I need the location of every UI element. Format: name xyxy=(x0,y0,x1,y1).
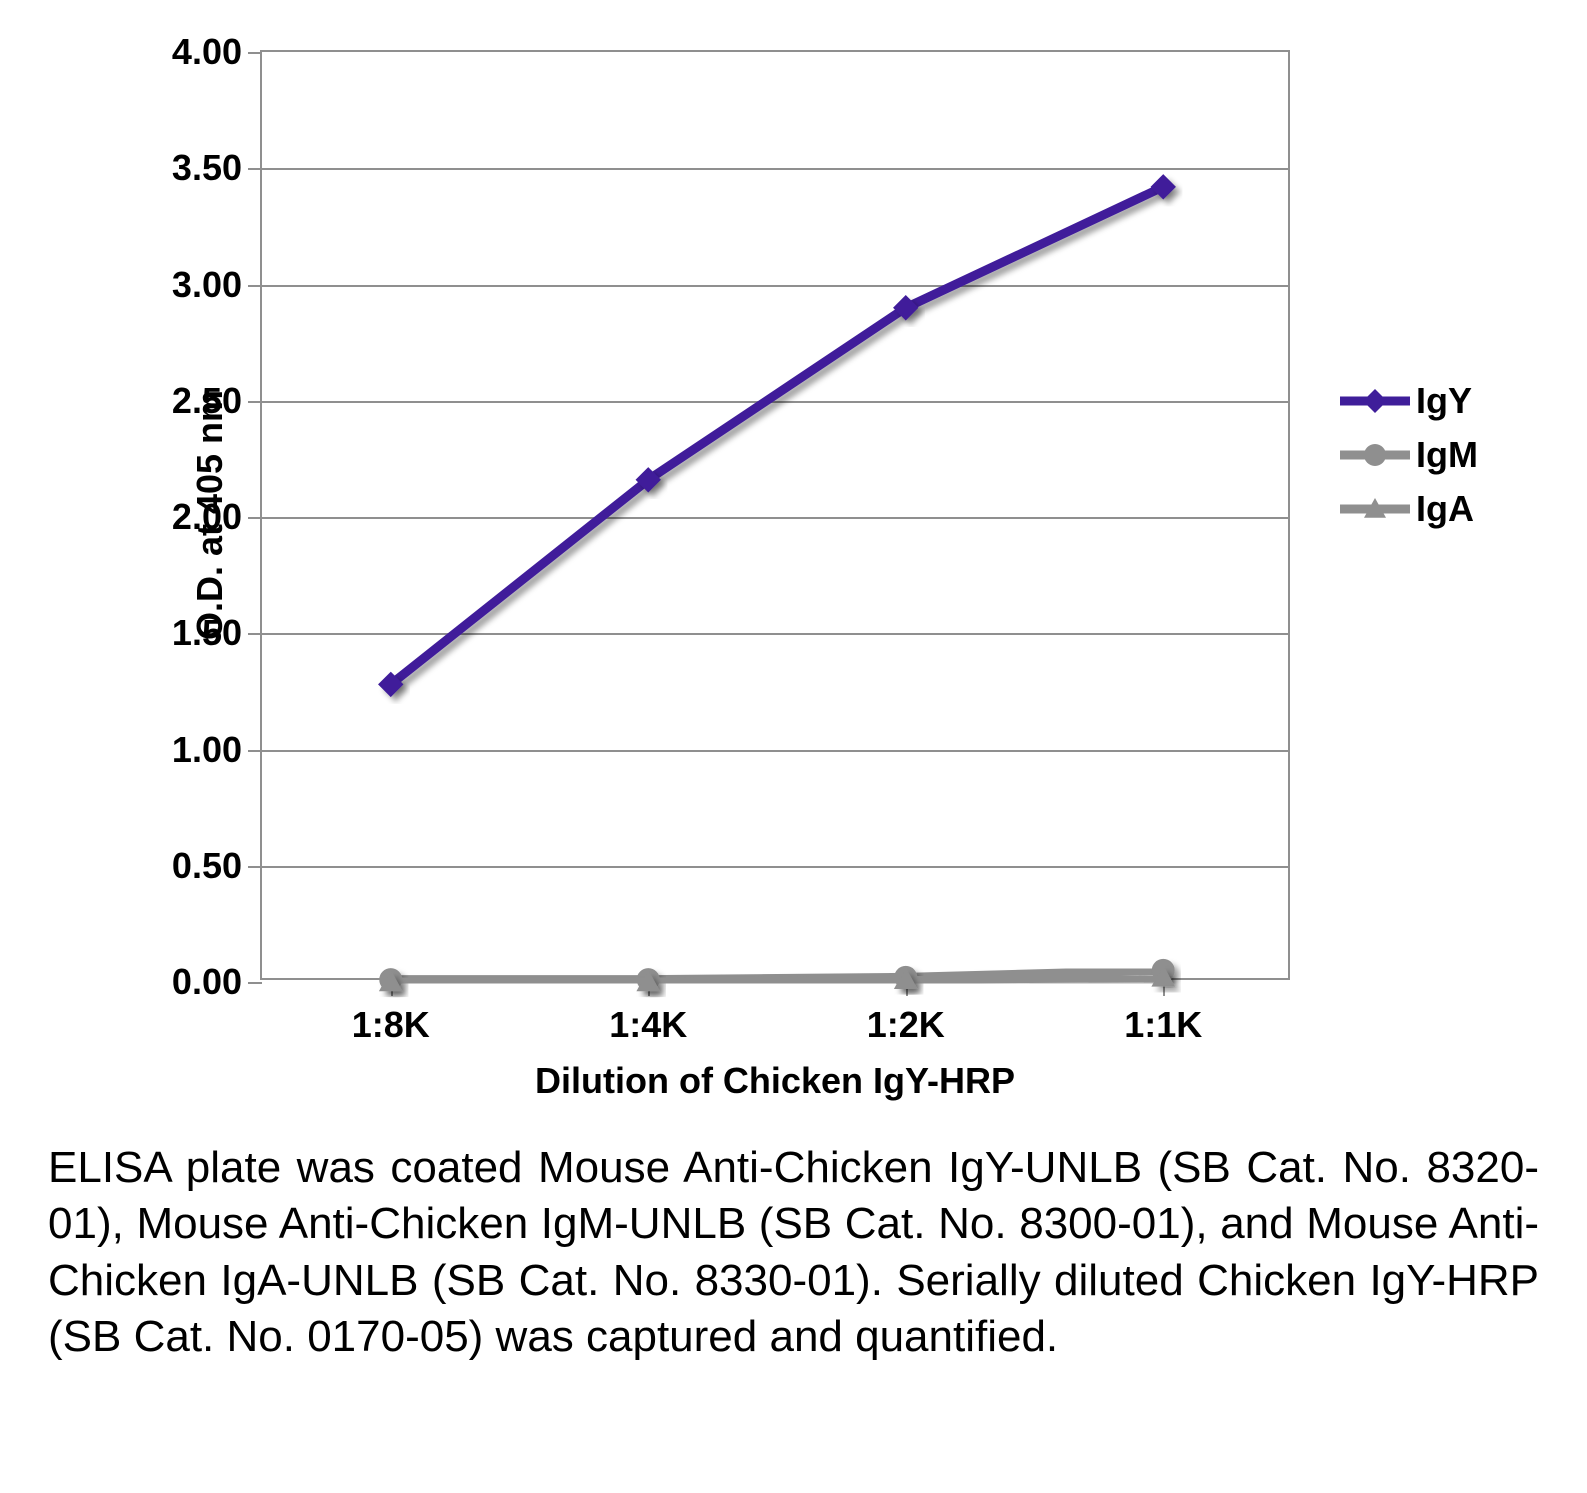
plot-area: 0.000.501.001.502.002.503.003.504.001:8K… xyxy=(262,52,1288,978)
chart: O.D. at 405 nm Dilution of Chicken IgY-H… xyxy=(40,30,1547,1110)
x-tick-label: 1:4K xyxy=(609,1004,687,1046)
x-tick-label: 1:8K xyxy=(352,1004,430,1046)
page: O.D. at 405 nm Dilution of Chicken IgY-H… xyxy=(0,0,1587,1493)
y-tick-label: 4.00 xyxy=(132,31,242,73)
legend-swatch xyxy=(1340,389,1410,413)
y-tick-mark xyxy=(248,866,262,868)
series-layer xyxy=(262,52,1292,982)
x-axis-title: Dilution of Chicken IgY-HRP xyxy=(260,1060,1290,1102)
y-tick-mark xyxy=(248,52,262,54)
y-tick-label: 0.00 xyxy=(132,961,242,1003)
series-line-IgY xyxy=(391,187,1164,685)
legend-label: IgY xyxy=(1416,380,1472,422)
y-tick-label: 3.50 xyxy=(132,147,242,189)
y-tick-mark xyxy=(248,982,262,984)
legend-label: IgM xyxy=(1416,434,1478,476)
x-tick-label: 1:2K xyxy=(867,1004,945,1046)
plot-frame: 0.000.501.001.502.002.503.003.504.001:8K… xyxy=(260,50,1290,980)
legend-item-IgA: IgA xyxy=(1340,488,1478,530)
y-tick-mark xyxy=(248,168,262,170)
y-tick-mark xyxy=(248,285,262,287)
legend-item-IgY: IgY xyxy=(1340,380,1478,422)
caption: ELISA plate was coated Mouse Anti-Chicke… xyxy=(40,1140,1547,1365)
legend-swatch xyxy=(1340,443,1410,467)
x-tick-label: 1:1K xyxy=(1124,1004,1202,1046)
y-tick-mark xyxy=(248,633,262,635)
series-line-IgA xyxy=(391,977,1164,982)
y-tick-label: 1.00 xyxy=(132,729,242,771)
legend-swatch xyxy=(1340,497,1410,521)
legend-item-IgM: IgM xyxy=(1340,434,1478,476)
y-tick-label: 1.50 xyxy=(132,612,242,654)
y-tick-label: 2.00 xyxy=(132,496,242,538)
y-tick-mark xyxy=(248,401,262,403)
legend-label: IgA xyxy=(1416,488,1474,530)
legend: IgY IgM IgA xyxy=(1340,380,1478,542)
y-tick-label: 2.50 xyxy=(132,380,242,422)
y-tick-mark xyxy=(248,750,262,752)
y-tick-mark xyxy=(248,517,262,519)
y-tick-label: 0.50 xyxy=(132,845,242,887)
y-tick-label: 3.00 xyxy=(132,264,242,306)
